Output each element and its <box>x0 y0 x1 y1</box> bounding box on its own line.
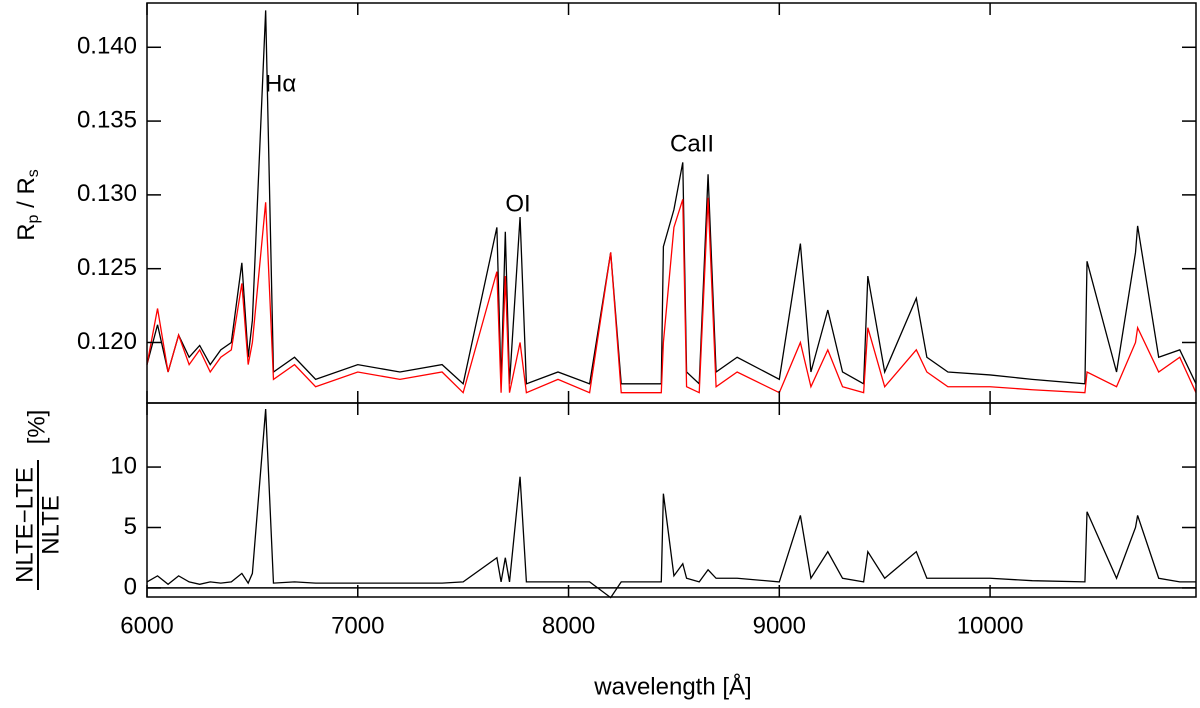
x-tick-label: 8000 <box>542 612 595 639</box>
x-tick-label: 9000 <box>753 612 806 639</box>
y-tick-label: 0.140 <box>77 33 137 60</box>
plot-frame <box>146 2 1197 404</box>
annotation: Hα <box>265 70 296 97</box>
x-tick-label: 10000 <box>957 612 1024 639</box>
series-line <box>146 408 1196 599</box>
x-tick-label: 7000 <box>331 612 384 639</box>
series-line <box>146 197 1197 394</box>
y-tick-label: 0.135 <box>77 106 137 133</box>
y-tick-label: 0.120 <box>77 328 137 355</box>
plot-frame <box>146 402 1197 598</box>
x-axis-label: wavelength [Å] <box>593 672 751 700</box>
y-axis-label: Rp / Rs <box>13 169 42 241</box>
y-tick-label: 0 <box>124 573 137 600</box>
y-axis-label-denominator: NLTE <box>37 495 64 555</box>
y-tick-label: 10 <box>110 452 137 479</box>
y-tick-label: 5 <box>124 513 137 540</box>
y-tick-label: 0.125 <box>77 254 137 281</box>
x-tick-label: 6000 <box>120 612 173 639</box>
annotation: OI <box>505 190 530 217</box>
y-axis-label-numerator: NLTE−LTE <box>11 467 38 583</box>
y-axis-label-unit: [%] <box>23 410 50 445</box>
series-line <box>146 10 1197 386</box>
y-tick-label: 0.130 <box>77 180 137 207</box>
annotation: CaII <box>670 130 714 157</box>
